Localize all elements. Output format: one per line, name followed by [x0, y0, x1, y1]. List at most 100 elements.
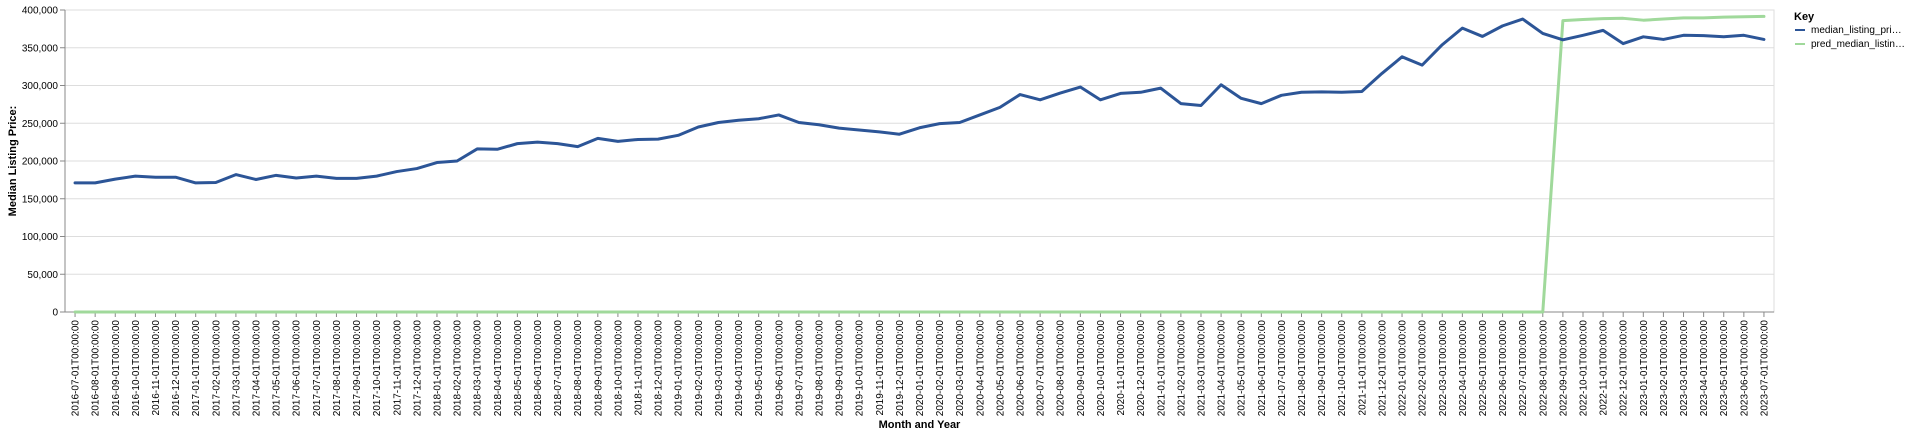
x-tick-label: 2016-08-01T00:00:00 — [91, 320, 102, 417]
x-tick-label: 2022-05-01T00:00:00 — [1478, 320, 1489, 417]
x-tick-label: 2021-08-01T00:00:00 — [1297, 320, 1308, 417]
x-tick-label: 2019-02-01T00:00:00 — [694, 320, 705, 417]
x-tick-label: 2023-07-01T00:00:00 — [1759, 320, 1770, 417]
x-tick-label: 2019-12-01T00:00:00 — [895, 320, 906, 417]
x-tick-label: 2022-03-01T00:00:00 — [1438, 320, 1449, 417]
y-tick-label: 0 — [52, 308, 58, 319]
x-tick-label: 2018-07-01T00:00:00 — [553, 320, 564, 417]
x-tick-label: 2021-04-01T00:00:00 — [1217, 320, 1228, 417]
x-tick-label: 2019-10-01T00:00:00 — [855, 320, 866, 417]
x-tick-label: 2020-07-01T00:00:00 — [1036, 320, 1047, 417]
x-tick-label: 2017-12-01T00:00:00 — [412, 320, 423, 417]
x-tick-label: 2020-08-01T00:00:00 — [1056, 320, 1067, 417]
x-tick-label: 2023-01-01T00:00:00 — [1639, 320, 1650, 417]
x-tick-label: 2022-12-01T00:00:00 — [1619, 320, 1630, 417]
x-tick-label: 2018-06-01T00:00:00 — [533, 320, 544, 417]
x-tick-label: 2019-08-01T00:00:00 — [814, 320, 825, 417]
x-tick-label: 2018-12-01T00:00:00 — [654, 320, 665, 417]
x-tick-label: 2020-01-01T00:00:00 — [915, 320, 926, 417]
x-tick-label: 2018-08-01T00:00:00 — [573, 320, 584, 417]
series-lines — [73, 14, 1766, 314]
series-line-median-listing-pri — [73, 17, 1766, 185]
x-tick-label: 2022-04-01T00:00:00 — [1458, 320, 1469, 417]
x-tick-label: 2022-08-01T00:00:00 — [1538, 320, 1549, 417]
x-tick-label: 2018-04-01T00:00:00 — [493, 320, 504, 417]
x-tick-label: 2020-03-01T00:00:00 — [955, 320, 966, 417]
legend-label: pred_median_listin… — [1811, 39, 1905, 50]
x-tick-label: 2018-09-01T00:00:00 — [593, 320, 604, 417]
x-tick-label: 2019-06-01T00:00:00 — [774, 320, 785, 417]
x-axis: 2016-07-01T00:00:00 2016-08-01T00:00:00 20… — [65, 311, 1774, 417]
y-tick-label: 150,000 — [22, 194, 59, 205]
x-tick-label: 2016-07-01T00:00:00 — [71, 320, 82, 417]
x-tick-label: 2019-11-01T00:00:00 — [875, 320, 886, 416]
x-tick-label: 2020-06-01T00:00:00 — [1016, 320, 1027, 417]
x-tick-label: 2018-02-01T00:00:00 — [453, 320, 464, 417]
x-tick-label: 2021-06-01T00:00:00 — [1257, 320, 1268, 417]
y-axis-title: Median Listing Price: — [7, 106, 19, 217]
x-tick-label: 2017-05-01T00:00:00 — [272, 320, 283, 417]
x-tick-label: 2021-11-01T00:00:00 — [1357, 320, 1368, 416]
x-tick-label: 2022-10-01T00:00:00 — [1578, 320, 1589, 417]
x-tick-label: 2017-10-01T00:00:00 — [372, 320, 383, 417]
x-tick-label: 2017-02-01T00:00:00 — [211, 320, 222, 417]
x-tick-label: 2016-10-01T00:00:00 — [131, 320, 142, 417]
x-tick-label: 2020-10-01T00:00:00 — [1096, 320, 1107, 417]
x-tick-label: 2021-12-01T00:00:00 — [1377, 320, 1388, 417]
x-tick-label: 2023-04-01T00:00:00 — [1699, 320, 1710, 417]
x-tick-label: 2019-09-01T00:00:00 — [835, 320, 846, 417]
x-tick-label: 2018-05-01T00:00:00 — [513, 320, 524, 417]
x-axis-title: Month and Year — [879, 419, 961, 431]
x-tick-label: 2017-04-01T00:00:00 — [252, 320, 263, 417]
x-tick-label: 2018-10-01T00:00:00 — [613, 320, 624, 417]
x-tick-label: 2019-01-01T00:00:00 — [674, 320, 685, 417]
x-tick-label: 2016-11-01T00:00:00 — [151, 320, 162, 416]
y-tick-label: 350,000 — [22, 43, 59, 54]
gridlines — [65, 9, 1774, 313]
x-tick-label: 2017-06-01T00:00:00 — [292, 320, 303, 417]
legend-entries: median_listing_pri… pred_median_listin… — [1795, 25, 1905, 50]
legend-label: median_listing_pri… — [1811, 25, 1902, 36]
x-tick-label: 2021-02-01T00:00:00 — [1176, 320, 1187, 417]
x-tick-label: 2023-06-01T00:00:00 — [1739, 320, 1750, 417]
x-tick-label: 2019-07-01T00:00:00 — [794, 320, 805, 417]
legend-title: Key — [1794, 11, 1815, 23]
y-axis: 0 50,000 100,000 150,000 200,000 250,000 300,0… — [22, 6, 66, 319]
x-tick-label: 2017-01-01T00:00:00 — [191, 320, 202, 417]
x-tick-label: 2018-03-01T00:00:00 — [473, 320, 484, 417]
x-tick-label: 2019-03-01T00:00:00 — [714, 320, 725, 417]
x-tick-label: 2023-03-01T00:00:00 — [1679, 320, 1690, 417]
y-tick-label: 400,000 — [22, 6, 59, 17]
y-tick-label: 250,000 — [22, 119, 59, 130]
x-tick-label: 2022-06-01T00:00:00 — [1498, 320, 1509, 417]
x-tick-label: 2018-01-01T00:00:00 — [432, 320, 443, 417]
x-tick-label: 2017-03-01T00:00:00 — [231, 320, 242, 417]
x-tick-label: 2021-07-01T00:00:00 — [1277, 320, 1288, 417]
x-tick-label: 2021-09-01T00:00:00 — [1317, 320, 1328, 417]
y-tick-label: 300,000 — [22, 81, 59, 92]
x-tick-label: 2020-04-01T00:00:00 — [975, 320, 986, 417]
x-tick-label: 2020-12-01T00:00:00 — [1136, 320, 1147, 417]
x-tick-label: 2022-01-01T00:00:00 — [1398, 320, 1409, 417]
x-tick-label: 2021-03-01T00:00:00 — [1196, 320, 1207, 417]
x-tick-label: 2022-11-01T00:00:00 — [1599, 320, 1610, 416]
x-tick-label: 2022-07-01T00:00:00 — [1518, 320, 1529, 417]
x-tick-label: 2016-09-01T00:00:00 — [111, 320, 122, 417]
x-tick-label: 2019-04-01T00:00:00 — [734, 320, 745, 417]
y-tick-label: 50,000 — [27, 270, 58, 281]
x-tick-label: 2022-09-01T00:00:00 — [1558, 320, 1569, 417]
x-tick-label: 2020-05-01T00:00:00 — [995, 320, 1006, 417]
x-tick-label: 2021-01-01T00:00:00 — [1156, 320, 1167, 417]
x-tick-label: 2021-05-01T00:00:00 — [1237, 320, 1248, 417]
x-tick-label: 2018-11-01T00:00:00 — [634, 320, 645, 416]
x-tick-label: 2019-05-01T00:00:00 — [754, 320, 765, 417]
x-tick-label: 2021-10-01T00:00:00 — [1337, 320, 1348, 417]
x-tick-label: 2020-02-01T00:00:00 — [935, 320, 946, 417]
x-tick-label: 2016-12-01T00:00:00 — [171, 320, 182, 417]
x-tick-label: 2017-07-01T00:00:00 — [312, 320, 323, 417]
y-tick-label: 200,000 — [22, 157, 59, 168]
x-tick-label: 2020-11-01T00:00:00 — [1116, 320, 1127, 416]
x-tick-label: 2017-08-01T00:00:00 — [332, 320, 343, 417]
x-tick-label: 2017-11-01T00:00:00 — [392, 320, 403, 416]
